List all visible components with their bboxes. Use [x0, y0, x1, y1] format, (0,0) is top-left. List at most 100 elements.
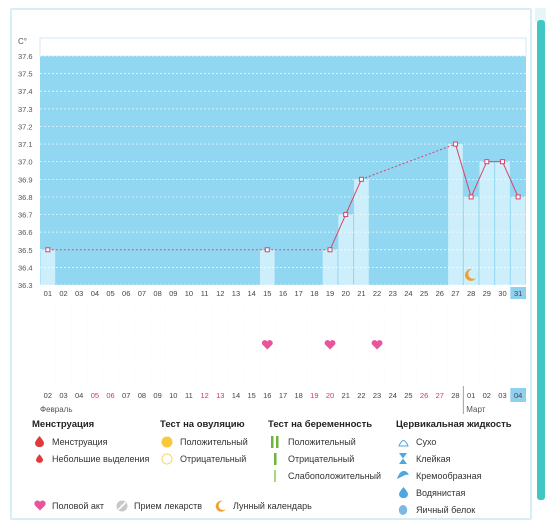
cycle-day-label: 14	[247, 289, 255, 298]
heart-icon	[371, 340, 383, 350]
cycle-day-label: 15	[263, 289, 271, 298]
heart-icon	[261, 340, 273, 350]
legend-pregnancy-title: Тест на беременность	[268, 419, 373, 430]
cycle-day-label: 16	[279, 289, 287, 298]
cycle-day-label: 02	[59, 289, 67, 298]
cycle-day-label: 28	[467, 289, 475, 298]
cycle-day-label: 22	[373, 289, 381, 298]
today-highlight	[510, 287, 526, 299]
today-highlight	[510, 388, 526, 402]
temperature-point	[358, 176, 364, 182]
temperature-bar	[479, 161, 495, 285]
temperature-point	[484, 159, 490, 165]
legend-label: Положительный	[180, 436, 248, 447]
legend-item: Кремообразная	[396, 467, 512, 484]
legend-label: Кремообразная	[416, 470, 482, 481]
legend-item: Положительный	[160, 433, 248, 450]
legend-label: Положительный	[288, 436, 356, 447]
date-label: 11	[185, 391, 193, 400]
moon-icon	[464, 268, 477, 281]
legend-item: Отрицательный	[268, 450, 381, 467]
ovulation-positive-icon	[160, 436, 174, 448]
faint-line-icon	[268, 469, 282, 482]
date-label: 15	[247, 391, 255, 400]
cycle-day-label: 30	[498, 289, 506, 298]
temperature-bar	[448, 144, 463, 285]
date-label: 02	[44, 391, 52, 400]
legend-item: Клейкая	[396, 450, 512, 467]
temperature-point	[343, 212, 349, 218]
temperature-bar	[495, 161, 510, 285]
cycle-day-label: 21	[357, 289, 365, 298]
temperature-line-segment	[361, 143, 456, 180]
legend-item: Водянистая	[396, 484, 512, 501]
y-tick-label: 37.1	[18, 140, 33, 149]
legend-item: Менструация	[32, 433, 149, 450]
y-unit-label: C°	[18, 37, 27, 46]
legend-item: Сухо	[396, 433, 512, 450]
moon-icon	[215, 500, 227, 512]
date-label: 05	[91, 391, 99, 400]
temperature-point	[499, 159, 505, 165]
legend-label: Отрицательный	[288, 453, 355, 464]
legend-label: Слабоположительный	[288, 470, 382, 481]
date-label: 27	[436, 391, 444, 400]
ovulation-negative-icon	[160, 453, 174, 465]
y-tick-label: 37.5	[18, 70, 33, 79]
y-tick-label: 36.7	[18, 211, 33, 220]
legend-menstruation-title: Менструация	[32, 419, 95, 430]
temperature-bar	[40, 249, 56, 285]
legend-item: Небольшие выделения	[32, 450, 149, 467]
y-tick-label: 36.6	[18, 228, 33, 237]
legend-label: Яичный белок	[416, 504, 476, 515]
date-label: 08	[138, 391, 146, 400]
pill-icon	[116, 500, 128, 512]
cycle-day-label: 01	[44, 289, 52, 298]
blood-drop-icon	[32, 436, 46, 448]
date-label: 13	[216, 391, 224, 400]
date-label: 18	[295, 391, 303, 400]
legend-item: Отрицательный	[160, 450, 248, 467]
legend-label: Водянистая	[416, 487, 466, 498]
month-label: Февраль	[40, 405, 73, 414]
date-label: 23	[373, 391, 381, 400]
temperature-line-segment	[502, 161, 519, 198]
y-tick-label: 37.0	[18, 158, 33, 167]
heart-icon	[324, 340, 336, 350]
temperature-bar	[322, 249, 338, 285]
y-tick-label: 37.2	[18, 122, 33, 131]
temperature-point	[468, 194, 474, 200]
cycle-day-label: 03	[75, 289, 83, 298]
cycle-day-label: 29	[483, 289, 491, 298]
y-tick-label: 37.3	[18, 105, 33, 114]
temperature-point	[45, 247, 51, 253]
heart-icon	[34, 500, 46, 511]
legend-label: Прием лекарств	[134, 501, 203, 511]
sticky-icon	[396, 453, 410, 465]
date-label: 28	[451, 391, 459, 400]
chart-header-band	[39, 37, 527, 57]
one-line-icon	[268, 452, 282, 465]
y-tick-label: 36.3	[18, 281, 33, 290]
temperature-line-segment	[345, 179, 362, 215]
cycle-day-label: 31	[514, 289, 522, 298]
legend-label: Половой акт	[52, 500, 105, 511]
legend-label: Менструация	[52, 436, 108, 447]
legend-medication: Прием лекарств	[116, 500, 202, 512]
vertical-scrollbar[interactable]	[537, 20, 545, 500]
date-label: 21	[342, 391, 350, 400]
y-tick-label: 36.5	[18, 246, 33, 255]
cycle-day-label: 24	[404, 289, 412, 298]
cycle-day-label: 12	[216, 289, 224, 298]
temperature-point	[452, 141, 458, 147]
cycle-day-label: 05	[106, 289, 114, 298]
date-label: 06	[106, 391, 114, 400]
date-label: 24	[389, 391, 397, 400]
y-tick-label: 36.8	[18, 193, 33, 202]
temperature-bar	[259, 249, 275, 285]
cycle-day-label: 26	[436, 289, 444, 298]
date-label: 09	[153, 391, 161, 400]
temperature-point	[515, 194, 521, 200]
legend-item: Положительный	[268, 433, 381, 450]
